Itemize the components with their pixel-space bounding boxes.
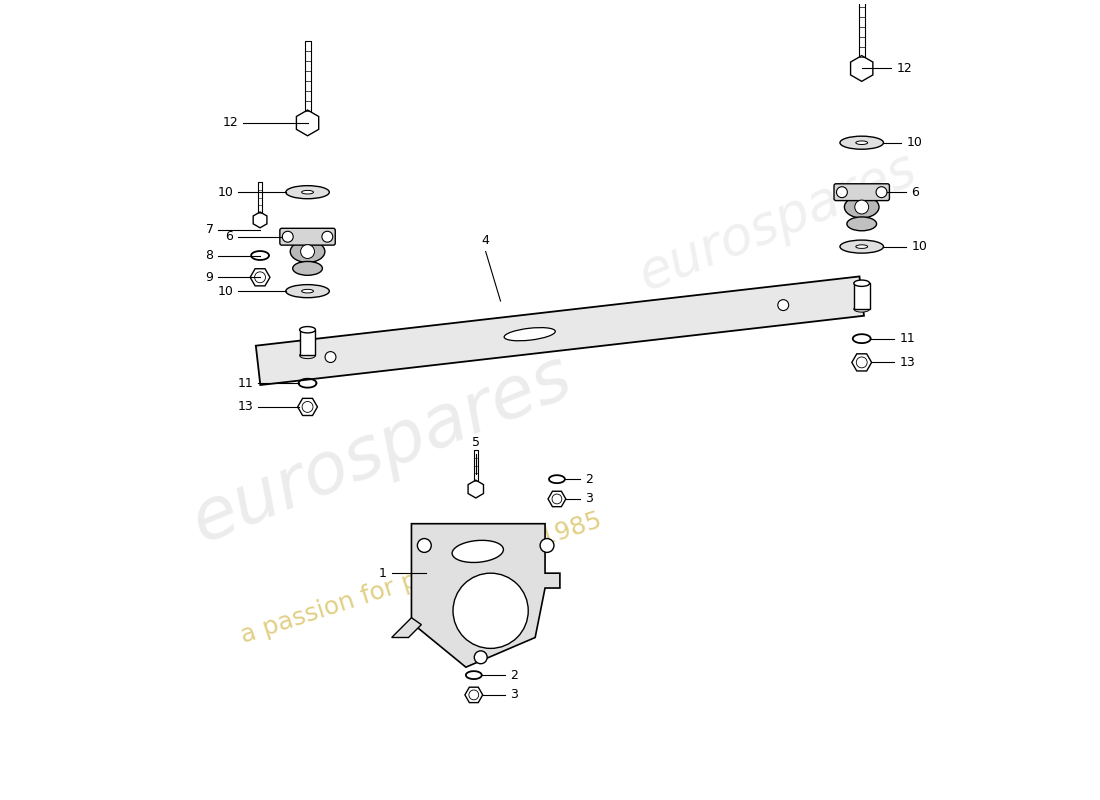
Ellipse shape [845, 196, 879, 218]
Polygon shape [298, 398, 318, 415]
Ellipse shape [293, 262, 322, 275]
FancyBboxPatch shape [279, 228, 335, 245]
Ellipse shape [301, 190, 314, 194]
Text: 10: 10 [906, 136, 922, 150]
Ellipse shape [856, 245, 868, 248]
Circle shape [302, 402, 313, 412]
Polygon shape [411, 524, 560, 667]
Text: 10: 10 [911, 240, 927, 253]
Text: 11: 11 [238, 377, 253, 390]
Circle shape [322, 231, 333, 242]
Circle shape [453, 573, 528, 648]
Ellipse shape [290, 241, 324, 262]
Ellipse shape [286, 285, 329, 298]
Text: 6: 6 [911, 186, 920, 198]
Ellipse shape [504, 328, 556, 341]
Polygon shape [305, 41, 310, 111]
Polygon shape [854, 283, 870, 309]
Circle shape [540, 538, 554, 552]
Text: a passion for parts since 1985: a passion for parts since 1985 [238, 508, 605, 648]
Polygon shape [296, 110, 319, 136]
Polygon shape [548, 491, 565, 506]
Ellipse shape [840, 136, 883, 150]
Text: 13: 13 [238, 401, 253, 414]
Circle shape [417, 538, 431, 552]
Circle shape [778, 300, 789, 310]
Ellipse shape [299, 326, 316, 333]
Text: 4: 4 [482, 234, 490, 246]
Polygon shape [850, 56, 873, 82]
Text: eurospares: eurospares [182, 342, 582, 557]
Ellipse shape [854, 306, 870, 312]
Text: 7: 7 [206, 223, 213, 236]
Polygon shape [465, 687, 483, 702]
Text: 10: 10 [218, 186, 233, 198]
Text: 12: 12 [222, 117, 239, 130]
Text: 9: 9 [206, 270, 213, 284]
Polygon shape [253, 212, 267, 228]
Text: 3: 3 [584, 493, 593, 506]
Circle shape [855, 200, 869, 214]
Circle shape [469, 690, 478, 700]
Polygon shape [257, 182, 262, 213]
Circle shape [856, 357, 867, 368]
Text: eurospares: eurospares [631, 142, 924, 302]
Circle shape [552, 494, 562, 504]
Text: 2: 2 [510, 669, 518, 682]
Text: 6: 6 [226, 230, 233, 243]
Polygon shape [469, 480, 484, 498]
Text: 3: 3 [510, 688, 518, 702]
Ellipse shape [854, 280, 870, 286]
Polygon shape [859, 0, 865, 57]
Text: 1: 1 [378, 566, 387, 580]
Circle shape [300, 245, 315, 258]
Text: 10: 10 [218, 285, 233, 298]
Text: 12: 12 [896, 62, 912, 75]
Text: 2: 2 [584, 473, 593, 486]
Ellipse shape [856, 141, 868, 145]
Circle shape [254, 272, 265, 282]
Ellipse shape [301, 290, 314, 293]
Text: 5: 5 [472, 437, 480, 450]
Polygon shape [299, 330, 316, 355]
Ellipse shape [840, 240, 883, 253]
Circle shape [876, 186, 887, 198]
FancyBboxPatch shape [834, 184, 890, 201]
Polygon shape [256, 277, 864, 385]
Polygon shape [392, 618, 421, 638]
Text: 8: 8 [206, 249, 213, 262]
Ellipse shape [286, 186, 329, 198]
Circle shape [474, 651, 487, 664]
Polygon shape [250, 269, 270, 286]
Text: 13: 13 [900, 356, 915, 369]
Ellipse shape [452, 540, 504, 562]
Circle shape [326, 352, 336, 362]
Circle shape [283, 231, 294, 242]
Ellipse shape [299, 352, 316, 358]
Text: 11: 11 [900, 332, 915, 345]
Ellipse shape [847, 217, 877, 230]
Polygon shape [851, 354, 871, 371]
Polygon shape [474, 450, 478, 481]
Circle shape [836, 186, 847, 198]
